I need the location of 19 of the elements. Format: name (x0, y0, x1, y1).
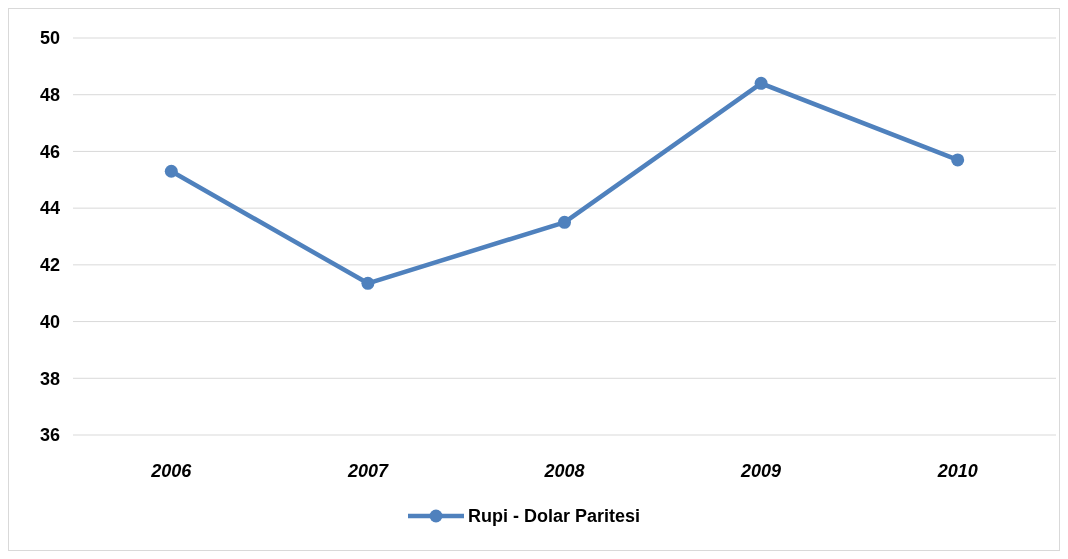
y-tick-label: 38 (39, 368, 60, 389)
y-tick-label: 36 (39, 425, 60, 446)
legend-label: Rupi - Dolar Paritesi (468, 506, 641, 527)
y-tick-label: 48 (39, 85, 60, 106)
x-tick-label: 2006 (150, 461, 193, 481)
y-tick-label: 44 (39, 198, 60, 219)
y-tick-label: 42 (39, 255, 60, 276)
point (164, 164, 178, 178)
y-tick-label: 40 (39, 311, 60, 332)
y-tick-label: 50 (39, 28, 60, 49)
x-tick-label: 2007 (346, 461, 389, 481)
y-tick-label: 46 (39, 141, 60, 162)
x-tick-label: 2009 (740, 461, 782, 481)
point (558, 215, 571, 229)
point (754, 76, 768, 90)
point (361, 276, 375, 290)
x-tick-label: 2010 (936, 461, 978, 481)
point (951, 153, 965, 167)
x-tick-label: 2008 (543, 461, 585, 481)
